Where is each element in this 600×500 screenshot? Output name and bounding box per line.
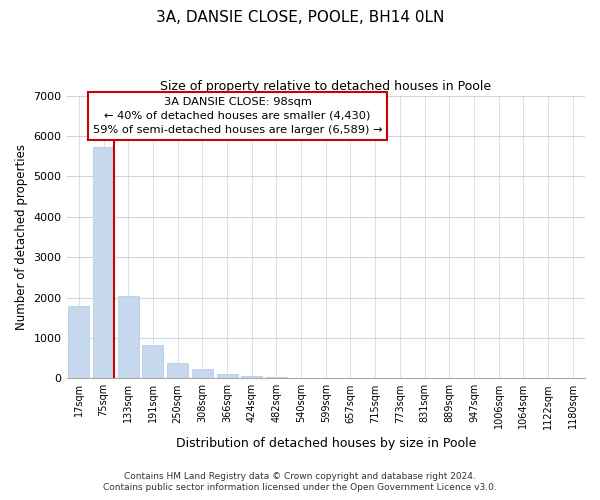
Bar: [217, 374, 238, 378]
Bar: [118, 296, 139, 378]
Y-axis label: Number of detached properties: Number of detached properties: [15, 144, 28, 330]
Bar: [192, 369, 213, 378]
Bar: [241, 376, 262, 378]
Text: 3A, DANSIE CLOSE, POOLE, BH14 0LN: 3A, DANSIE CLOSE, POOLE, BH14 0LN: [156, 10, 444, 25]
Bar: [68, 306, 89, 378]
Bar: [167, 364, 188, 378]
X-axis label: Distribution of detached houses by size in Poole: Distribution of detached houses by size …: [176, 437, 476, 450]
Bar: [142, 345, 163, 378]
Bar: [266, 377, 287, 378]
Text: Contains HM Land Registry data © Crown copyright and database right 2024.: Contains HM Land Registry data © Crown c…: [124, 472, 476, 481]
Title: Size of property relative to detached houses in Poole: Size of property relative to detached ho…: [160, 80, 491, 93]
Text: 3A DANSIE CLOSE: 98sqm
← 40% of detached houses are smaller (4,430)
59% of semi-: 3A DANSIE CLOSE: 98sqm ← 40% of detached…: [93, 97, 382, 135]
Bar: [93, 147, 114, 378]
Text: Contains public sector information licensed under the Open Government Licence v3: Contains public sector information licen…: [103, 483, 497, 492]
